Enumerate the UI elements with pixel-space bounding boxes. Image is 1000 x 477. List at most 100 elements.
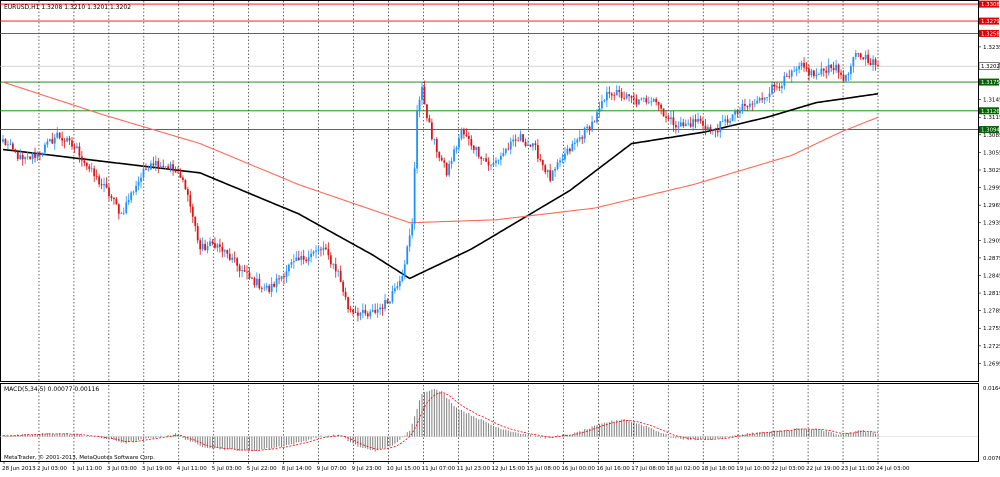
candle-body-bear bbox=[342, 281, 345, 292]
candle-body-bull bbox=[768, 93, 771, 98]
candle-body-bear bbox=[194, 216, 197, 227]
candle-body-bear bbox=[593, 121, 596, 123]
candle-body-bear bbox=[704, 125, 707, 130]
candle-body-bull bbox=[509, 141, 512, 150]
level-label: 1.3094 bbox=[981, 128, 1000, 134]
candle-body-bull bbox=[642, 98, 645, 99]
candle-body-bull bbox=[707, 127, 709, 130]
candle-body-bear bbox=[709, 127, 712, 130]
candle-body-bull bbox=[24, 156, 27, 160]
candle-body-bear bbox=[674, 125, 677, 128]
candle-body-bull bbox=[288, 264, 290, 272]
candle-body-bull bbox=[561, 159, 564, 161]
candle-body-bear bbox=[182, 177, 184, 180]
candle-body-bull bbox=[310, 253, 312, 258]
candle-body-bull bbox=[556, 162, 559, 169]
time-tick-label: 16 Jul 16:00 bbox=[596, 466, 630, 472]
candle-body-bear bbox=[487, 161, 490, 166]
candle-body-bull bbox=[519, 134, 522, 141]
candle-body-bull bbox=[285, 271, 288, 278]
candle-body-bear bbox=[364, 309, 367, 314]
candle-body-bear bbox=[655, 99, 658, 103]
candle-body-bear bbox=[11, 143, 14, 150]
candle-body-bear bbox=[618, 89, 621, 92]
candle-body-bull bbox=[394, 288, 396, 292]
candle-body-bear bbox=[529, 144, 532, 147]
candle-body-bear bbox=[736, 110, 739, 114]
candle-body-bear bbox=[108, 187, 110, 197]
candle-body-bull bbox=[502, 153, 505, 156]
candle-body-bull bbox=[849, 66, 852, 74]
candle-body-bear bbox=[428, 118, 431, 123]
time-tick-label: 18 Jul 18:00 bbox=[701, 466, 735, 472]
candle-body-bear bbox=[862, 57, 865, 60]
level-label: 1.3126 bbox=[981, 109, 1000, 115]
candle-body-bear bbox=[463, 129, 465, 135]
price-tick-label: 1.3055 bbox=[983, 150, 1000, 156]
candle-body-bear bbox=[645, 98, 648, 103]
candle-body-bull bbox=[120, 213, 123, 214]
candle-body-bear bbox=[273, 283, 276, 287]
candle-body-bear bbox=[115, 198, 118, 205]
time-tick-label: 1 Jul 11:00 bbox=[72, 466, 102, 472]
candle-body-bull bbox=[2, 139, 4, 142]
candle-body-bull bbox=[512, 139, 515, 142]
candle-body-bear bbox=[440, 157, 443, 161]
price-tick-label: 1.2725 bbox=[983, 344, 1000, 350]
candle-body-bear bbox=[544, 165, 547, 173]
time-tick-label: 5 Jul 03:00 bbox=[212, 466, 242, 472]
candle-body-bull bbox=[241, 270, 243, 272]
candle-body-bull bbox=[739, 110, 741, 114]
candle-body-bull bbox=[499, 155, 502, 160]
candle-body-bull bbox=[147, 169, 150, 171]
candle-body-bear bbox=[445, 162, 448, 176]
candle-body-bull bbox=[406, 246, 409, 265]
candle-body-bull bbox=[401, 276, 404, 281]
candle-body-bear bbox=[857, 52, 860, 54]
candle-body-bear bbox=[366, 313, 369, 317]
candle-body-bull bbox=[312, 251, 315, 254]
candle-body-bull bbox=[586, 126, 589, 129]
level-label: 1.3279 bbox=[981, 19, 1000, 25]
macd-tick-label: 0.01643 bbox=[983, 386, 1000, 392]
candle-body-bull bbox=[389, 301, 391, 304]
candle-body-bull bbox=[591, 121, 593, 131]
candle-body-bear bbox=[105, 184, 108, 188]
candle-body-bull bbox=[847, 73, 850, 76]
candle-body-bear bbox=[349, 309, 352, 310]
candle-body-bull bbox=[418, 99, 421, 112]
time-tick-label: 10 Jul 15:00 bbox=[387, 466, 421, 472]
candle-body-bear bbox=[610, 93, 613, 96]
candle-body-bear bbox=[329, 255, 332, 265]
candle-body-bull bbox=[125, 202, 128, 213]
candle-body-bear bbox=[426, 104, 428, 119]
time-tick-label: 8 Jul 14:00 bbox=[282, 466, 312, 472]
candle-body-bull bbox=[766, 97, 768, 98]
candle-body-bull bbox=[596, 112, 598, 123]
candle-body-bull bbox=[31, 153, 34, 159]
candle-body-bear bbox=[4, 139, 7, 146]
time-tick-label: 3 Jul 19:00 bbox=[142, 466, 172, 472]
candle-body-bear bbox=[832, 68, 835, 71]
candle-body-bear bbox=[258, 278, 261, 289]
candle-body-bear bbox=[167, 166, 170, 169]
candle-body-bull bbox=[26, 156, 29, 158]
candle-body-bull bbox=[827, 64, 830, 73]
candlesticks bbox=[2, 49, 879, 322]
candle-body-bull bbox=[482, 158, 485, 160]
candle-body-bull bbox=[790, 70, 793, 77]
candle-body-bull bbox=[711, 129, 714, 130]
candle-body-bull bbox=[130, 192, 133, 201]
candle-body-bull bbox=[384, 300, 386, 309]
candle-body-bear bbox=[80, 156, 83, 161]
candle-body-bear bbox=[825, 70, 828, 73]
candle-body-bull bbox=[453, 149, 455, 162]
candle-body-bear bbox=[536, 145, 539, 159]
candle-body-bull bbox=[48, 139, 51, 142]
candle-body-bull bbox=[379, 307, 382, 310]
candle-body-bull bbox=[137, 181, 140, 186]
candle-body-bull bbox=[263, 287, 266, 289]
